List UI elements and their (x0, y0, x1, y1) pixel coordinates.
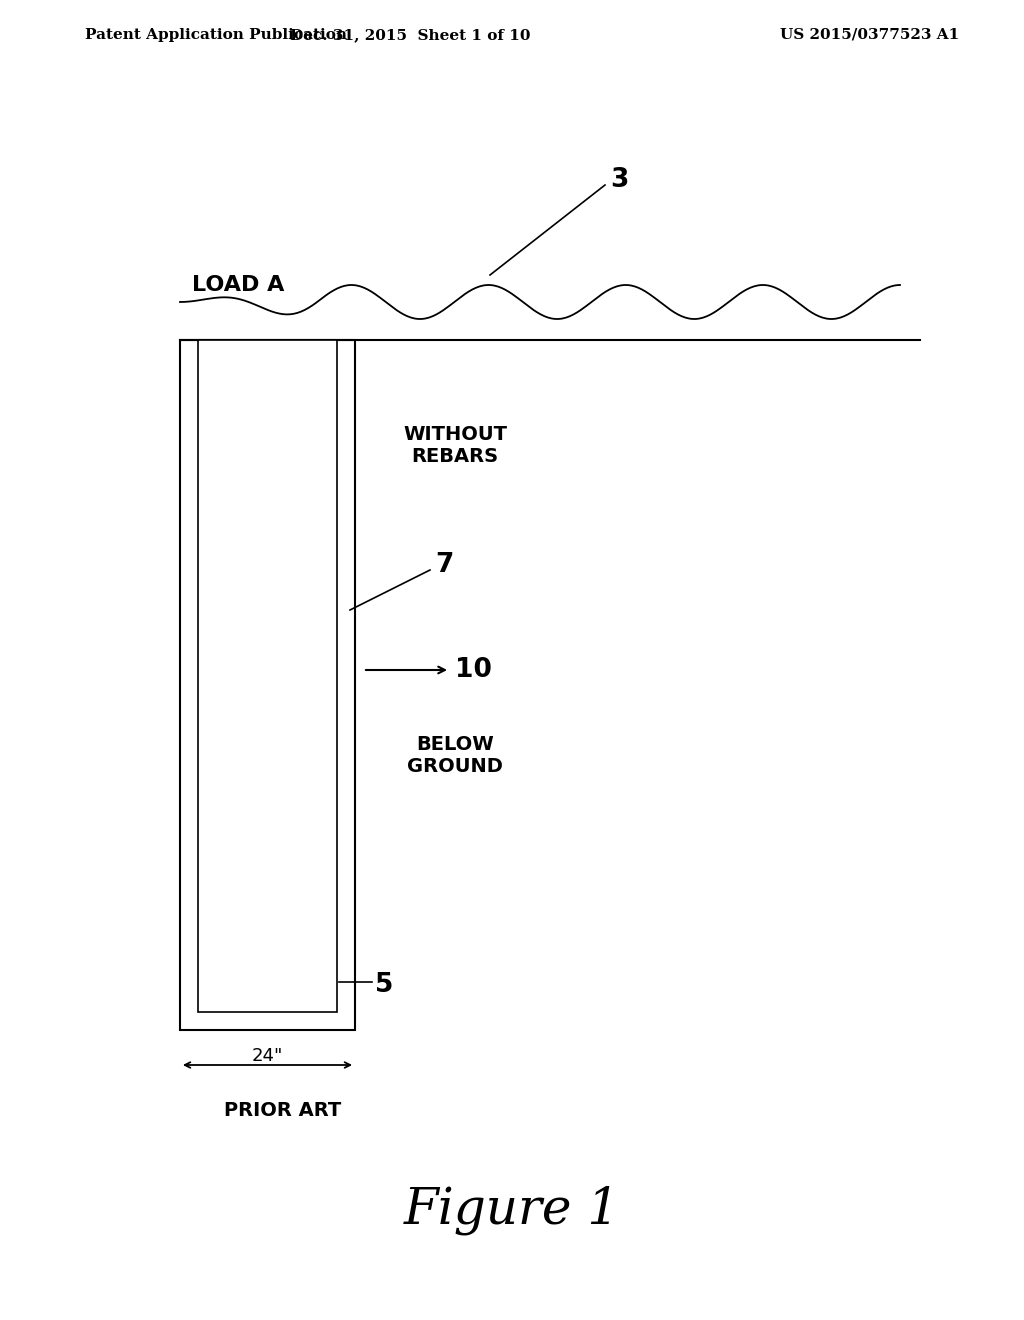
Polygon shape (198, 341, 337, 1012)
Text: Patent Application Publication: Patent Application Publication (85, 28, 347, 42)
Text: WITHOUT
REBARS: WITHOUT REBARS (403, 425, 507, 466)
Text: LOAD A: LOAD A (193, 275, 285, 294)
Text: 10: 10 (455, 657, 492, 682)
Text: Figure 1: Figure 1 (403, 1185, 621, 1234)
Text: 7: 7 (435, 552, 454, 578)
Text: US 2015/0377523 A1: US 2015/0377523 A1 (780, 28, 959, 42)
Text: 5: 5 (375, 972, 393, 998)
Text: Dec. 31, 2015  Sheet 1 of 10: Dec. 31, 2015 Sheet 1 of 10 (290, 28, 530, 42)
Text: PRIOR ART: PRIOR ART (224, 1101, 341, 1119)
Text: 24": 24" (252, 1047, 284, 1065)
Text: 3: 3 (610, 168, 629, 193)
Text: BELOW
GROUND: BELOW GROUND (408, 734, 503, 776)
